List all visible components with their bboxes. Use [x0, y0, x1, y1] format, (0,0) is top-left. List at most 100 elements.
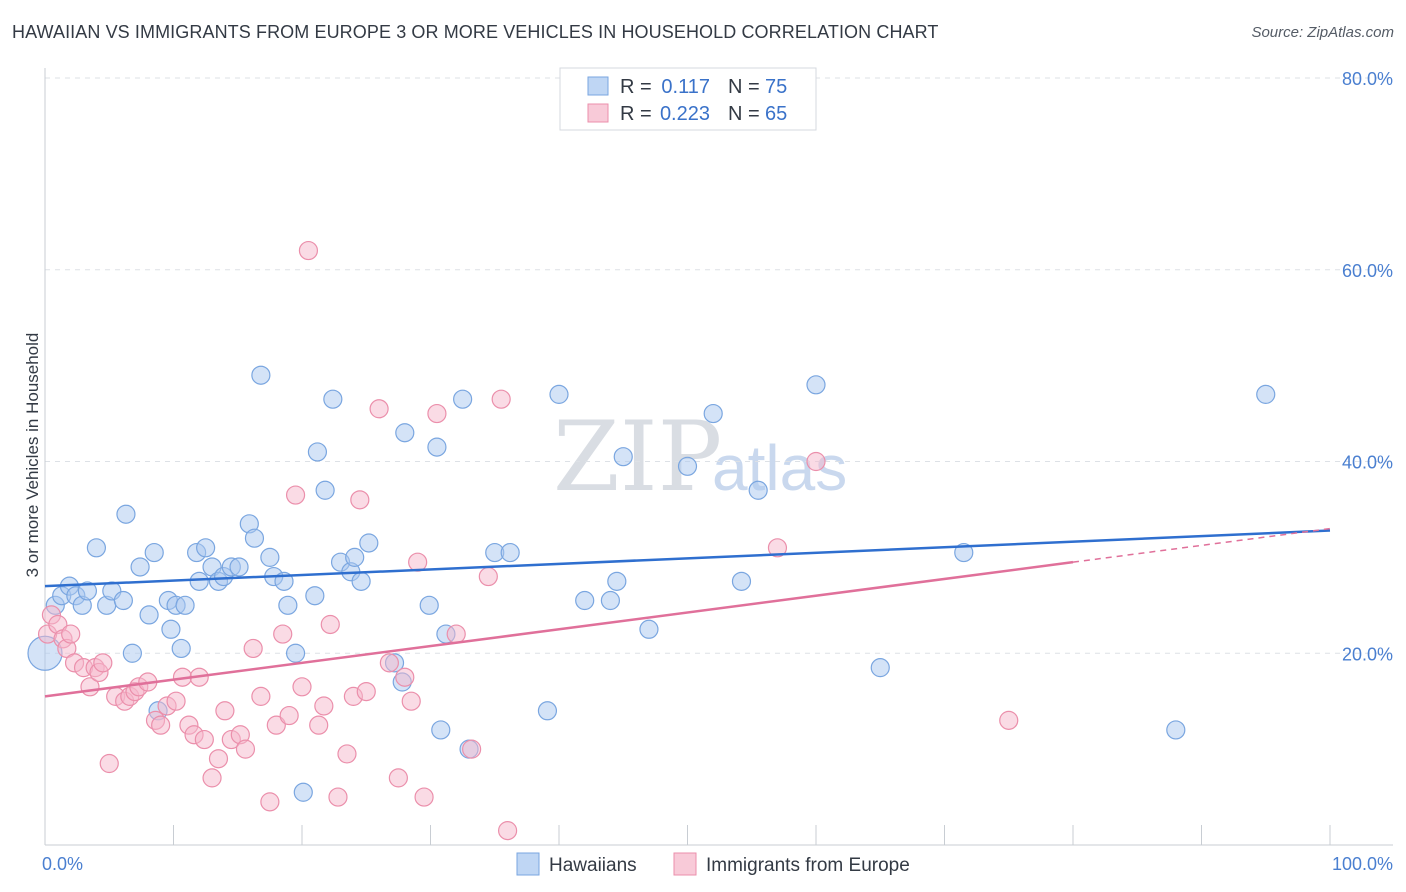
data-point — [731, 571, 752, 591]
data-point — [194, 729, 214, 750]
data-point — [307, 442, 328, 462]
legend-swatch — [587, 103, 609, 123]
source-credit: Source: ZipAtlas.com — [1251, 24, 1394, 41]
y-axis-label: 3 or more Vehicles in Household — [23, 333, 42, 578]
data-point — [116, 504, 136, 524]
trend-line — [44, 529, 1331, 588]
data-point — [86, 538, 107, 558]
data-point — [61, 624, 81, 644]
data-point — [703, 403, 723, 424]
data-point — [208, 749, 229, 769]
data-point — [77, 581, 98, 601]
data-point — [139, 605, 159, 625]
series-immigrants-from-europe — [37, 240, 1019, 841]
data-point — [244, 528, 265, 548]
data-point — [215, 701, 235, 721]
data-point — [408, 552, 428, 572]
legend-r-label: R = — [620, 103, 652, 125]
trend-line — [44, 560, 1074, 698]
data-point — [161, 619, 181, 639]
bottom-legend-swatch — [516, 852, 540, 876]
data-point — [350, 490, 370, 510]
data-point — [151, 715, 171, 735]
data-point — [613, 447, 633, 467]
trend-line-extension — [1072, 527, 1331, 563]
data-point — [260, 547, 280, 567]
data-point — [446, 624, 466, 644]
legend-r-label: R = — [620, 76, 652, 98]
data-point — [130, 557, 150, 577]
legend-n-label: N = — [728, 103, 760, 125]
data-point — [395, 667, 415, 687]
data-point — [196, 538, 216, 558]
data-point — [266, 715, 286, 735]
data-point — [279, 705, 299, 726]
data-point — [401, 691, 421, 711]
data-point — [320, 614, 340, 635]
y-tick-label: 20.0% — [1342, 644, 1393, 664]
data-point — [305, 586, 325, 606]
data-point — [498, 821, 518, 841]
watermark-atlas: atlas — [712, 432, 847, 504]
data-point — [345, 547, 365, 567]
data-point — [388, 768, 408, 788]
data-point — [278, 595, 298, 615]
data-point — [427, 437, 447, 457]
data-point — [549, 384, 569, 404]
series-layer — [27, 240, 1276, 841]
x-tick-label: 0.0% — [42, 854, 83, 874]
data-point — [171, 638, 191, 659]
watermark-zip: ZIP — [553, 401, 722, 513]
legend: R = 0.117 N = 75 R = 0.223 N = 65 — [559, 67, 817, 131]
data-point — [954, 542, 974, 563]
data-point — [356, 681, 376, 702]
data-point — [93, 653, 113, 673]
y-tick-label: 40.0% — [1342, 453, 1393, 473]
data-point — [298, 240, 319, 261]
data-point — [260, 792, 280, 812]
data-point — [273, 624, 293, 644]
data-point — [607, 571, 627, 591]
data-point — [315, 480, 335, 500]
trend-layer — [44, 527, 1331, 698]
data-point — [243, 638, 263, 659]
data-point — [427, 403, 447, 424]
data-point — [175, 595, 195, 615]
bottom-legend: Hawaiians Immigrants from Europe — [516, 852, 910, 876]
data-point — [314, 696, 334, 716]
data-point — [639, 619, 659, 639]
data-point — [251, 686, 271, 706]
data-point — [600, 590, 621, 611]
data-point — [337, 744, 357, 764]
data-point — [369, 399, 389, 419]
data-point — [500, 542, 520, 563]
bottom-legend-swatch — [673, 852, 697, 876]
y-tick-label: 60.0% — [1342, 261, 1393, 281]
bottom-legend-label: Immigrants from Europe — [706, 855, 910, 876]
axes: 20.0% 40.0% 60.0% 80.0% 0.0% 100.0% — [42, 68, 1393, 874]
bottom-legend-label: Hawaiians — [549, 855, 637, 876]
legend-n-value: 75 — [765, 76, 787, 98]
chart-title: HAWAIIAN VS IMMIGRANTS FROM EUROPE 3 OR … — [12, 22, 939, 42]
data-point — [99, 753, 119, 774]
legend-n-label: N = — [728, 76, 760, 98]
data-point — [251, 365, 271, 385]
data-point — [870, 658, 890, 678]
watermark: ZIP atlas — [553, 401, 847, 513]
data-point — [999, 710, 1019, 730]
legend-swatch — [587, 76, 609, 96]
legend-r-value: 0.223 — [660, 103, 710, 125]
data-point — [462, 739, 482, 759]
data-point — [537, 701, 558, 721]
data-point — [166, 691, 186, 711]
x-tick-label: 100.0% — [1332, 854, 1393, 874]
data-point — [1256, 384, 1276, 404]
data-point — [395, 423, 415, 443]
data-point — [806, 451, 826, 472]
legend-r-value: 0.117 — [661, 76, 710, 98]
data-point — [189, 571, 209, 591]
data-point — [229, 557, 249, 577]
data-point — [806, 375, 826, 395]
data-point — [309, 715, 329, 735]
